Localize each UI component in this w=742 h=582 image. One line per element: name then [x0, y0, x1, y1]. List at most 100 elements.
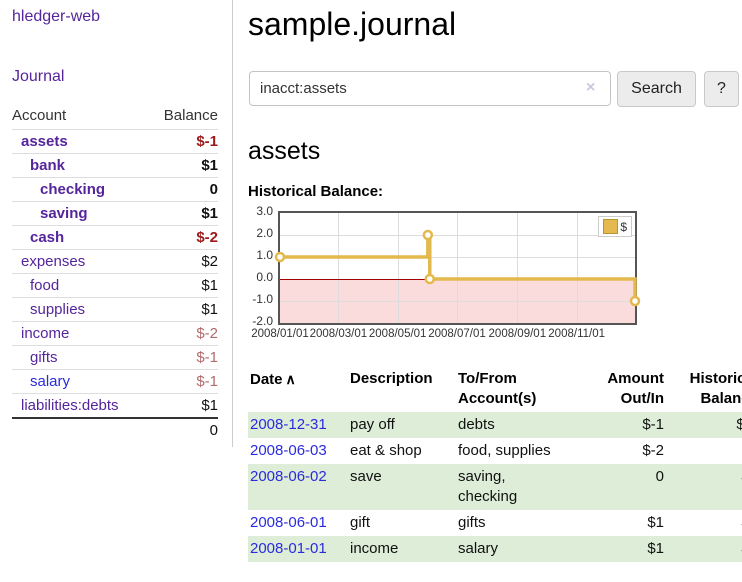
- cell-date: 2008-06-03: [248, 438, 348, 464]
- account-balance: $1: [201, 205, 218, 222]
- cell-amount: $-1: [642, 416, 664, 433]
- chart-line: [280, 233, 637, 301]
- cell-date: 2008-12-31: [248, 412, 348, 438]
- account-row: food $1: [12, 273, 218, 297]
- account-row: checking 0: [12, 177, 218, 201]
- transaction-date-link[interactable]: 2008-06-01: [250, 514, 327, 531]
- table-row: 2008-06-03 eat & shop food, supplies $-20: [248, 438, 742, 464]
- account-row: supplies $1: [12, 297, 218, 321]
- cell-description: pay off: [350, 416, 395, 433]
- horizontal-gridline: [280, 257, 635, 258]
- account-link-income[interactable]: income: [21, 325, 70, 342]
- cell-balance: $2: [666, 510, 742, 536]
- account-balance: $-1: [196, 133, 218, 150]
- x-tick-label: 2008/11/01: [548, 328, 605, 340]
- cell-amount: $1: [647, 514, 664, 531]
- account-link-liabilities-debts[interactable]: liabilities:debts: [21, 397, 119, 414]
- cell-date: 2008-06-01: [248, 510, 348, 536]
- account-link-saving[interactable]: saving: [40, 205, 88, 222]
- account-balance: $-2: [196, 229, 218, 246]
- x-tick-label: 2008/09/01: [488, 328, 547, 340]
- account-balance: $1: [201, 397, 218, 414]
- app-title-link[interactable]: hledger-web: [12, 8, 101, 25]
- account-row: expenses $2: [12, 249, 218, 273]
- cell-balance: $2: [666, 464, 742, 510]
- cell-date: 2008-01-01: [248, 536, 348, 562]
- amount-column-header: Amount Out/In: [607, 370, 664, 407]
- horizontal-gridline: [280, 301, 635, 302]
- table-row: 2008-06-01 gift gifts $1$2: [248, 510, 742, 536]
- description-column-header: Description: [350, 370, 433, 387]
- cell-accounts: debts: [458, 416, 495, 433]
- account-row: gifts $-1: [12, 345, 218, 369]
- vertical-gridline: [457, 213, 458, 323]
- cell-amount: $-2: [642, 442, 664, 459]
- table-row: 2008-06-02 save saving, checking 0$2: [248, 464, 742, 510]
- account-link-expenses[interactable]: expenses: [21, 253, 86, 270]
- search-input[interactable]: [249, 71, 611, 106]
- chart-legend: $: [598, 216, 632, 237]
- transaction-date-link[interactable]: 2008-12-31: [250, 416, 327, 433]
- y-tick-label: 0.0: [256, 270, 273, 284]
- chart-series-layer: [274, 229, 641, 307]
- account-balance: $-1: [196, 373, 218, 390]
- balance-column-header: Balance: [163, 107, 218, 124]
- account-row: income $-2: [12, 321, 218, 345]
- x-tick-label: 2008/03/01: [309, 328, 368, 340]
- account-balance: $1: [201, 277, 218, 294]
- account-row: saving $1: [12, 201, 218, 225]
- search-bar: × Search ?: [248, 71, 742, 107]
- account-link-assets[interactable]: assets: [21, 133, 68, 150]
- y-tick-label: 1.0: [256, 248, 273, 262]
- transaction-date-link[interactable]: 2008-06-03: [250, 442, 327, 459]
- account-row: bank $1: [12, 153, 218, 177]
- vertical-gridline: [397, 213, 399, 323]
- x-tick-label: 2008/01/01: [251, 328, 309, 340]
- cell-date: 2008-06-02: [248, 464, 348, 510]
- x-tick-label: 2008/05/01: [368, 328, 427, 340]
- account-link-gifts[interactable]: gifts: [30, 349, 58, 366]
- transaction-date-link[interactable]: 2008-01-01: [250, 540, 327, 557]
- account-link-cash[interactable]: cash: [30, 229, 65, 246]
- account-balance: $1: [201, 157, 218, 174]
- search-button[interactable]: Search: [617, 71, 696, 107]
- chart-title: Historical Balance:: [248, 183, 384, 200]
- account-column-header: Account: [12, 107, 67, 124]
- account-link-salary[interactable]: salary: [30, 373, 71, 390]
- cell-amount: $1: [647, 540, 664, 557]
- accounts-table-header: Account Balance: [12, 104, 218, 129]
- y-tick-label: 3.0: [256, 204, 273, 218]
- horizontal-gridline: [280, 235, 635, 236]
- accounts-total-value: 0: [209, 422, 218, 439]
- cell-description: eat & shop: [350, 442, 422, 459]
- date-column-header[interactable]: Date ∧: [250, 371, 296, 388]
- account-link-checking[interactable]: checking: [40, 181, 106, 198]
- accounts-total-row: 0: [12, 417, 218, 442]
- transaction-date-link[interactable]: 2008-06-02: [250, 468, 327, 485]
- account-balance: $-2: [196, 325, 218, 342]
- account-link-bank[interactable]: bank: [30, 157, 66, 174]
- legend-label: $: [620, 219, 627, 234]
- sidebar-item-journal[interactable]: Journal: [12, 68, 65, 85]
- account-link-food[interactable]: food: [30, 277, 60, 294]
- clear-search-icon[interactable]: ×: [586, 79, 596, 96]
- main-content: sample.journal × Search ? assets Histori…: [248, 0, 742, 562]
- account-balance: $-1: [196, 349, 218, 366]
- cell-amount: 0: [655, 468, 664, 485]
- account-balance: 0: [209, 181, 218, 198]
- account-row: cash $-2: [12, 225, 218, 249]
- balance-column-header: Historical Balance: [689, 370, 742, 407]
- help-button[interactable]: ?: [704, 71, 739, 107]
- y-tick-label: -1.0: [252, 292, 273, 306]
- y-tick-label: 2.0: [256, 226, 273, 240]
- cell-balance: $1: [666, 536, 742, 562]
- y-tick-label: -2.0: [252, 314, 273, 328]
- cell-accounts: saving, checking: [458, 468, 518, 505]
- accounts-column-header: To/From Account(s): [458, 370, 537, 407]
- table-row: 2008-12-31 pay off debts $-1 $-1: [248, 412, 742, 438]
- x-tick-label: 2008/07/01: [428, 328, 486, 340]
- vertical-gridline: [576, 213, 578, 323]
- account-balance: $2: [201, 253, 218, 270]
- account-link-supplies[interactable]: supplies: [30, 301, 86, 318]
